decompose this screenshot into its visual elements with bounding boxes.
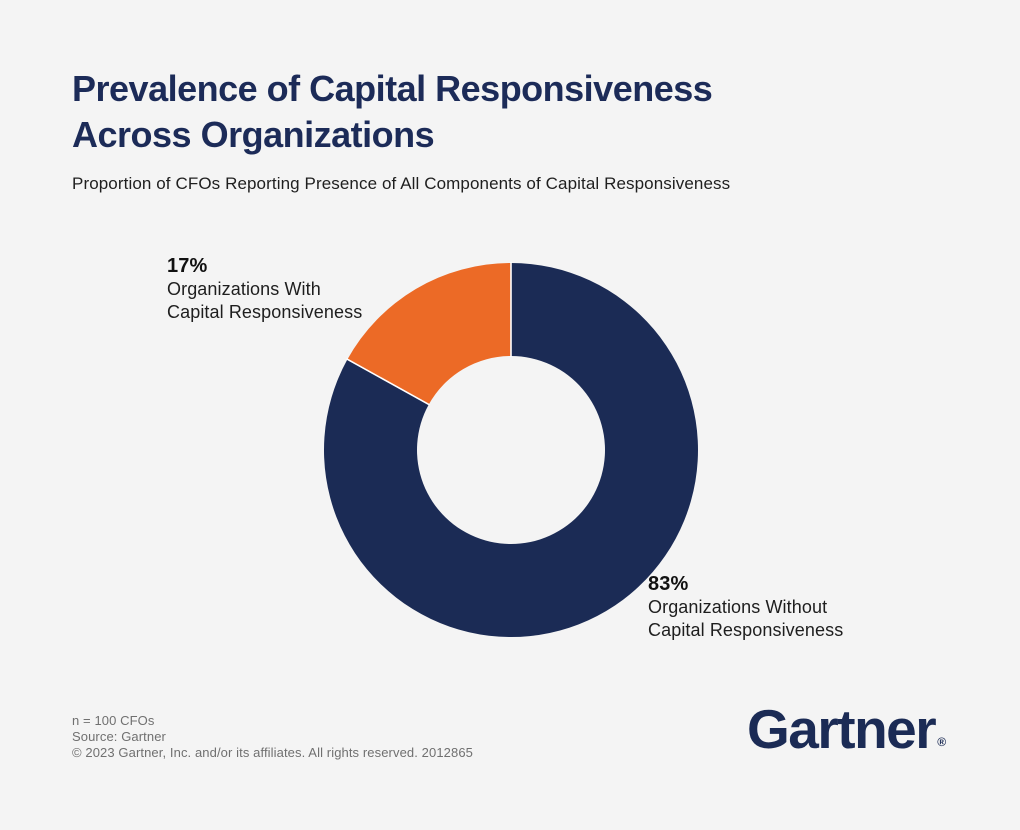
slice-divider-line [346, 358, 431, 406]
page-subtitle: Proportion of CFOs Reporting Presence of… [72, 174, 731, 193]
callout-with-label-line-2: Capital Responsiveness [167, 302, 363, 322]
page-title-line-2: Across Organizations [72, 114, 435, 155]
registered-trademark-icon: ® [937, 735, 947, 749]
donut-slice-83pct [323, 263, 698, 637]
footnote-copyright: © 2023 Gartner, Inc. and/or its affiliat… [72, 745, 473, 760]
callout-with-percent: 17% [167, 255, 208, 277]
page-title-line-1: Prevalence of Capital Responsiveness [72, 68, 713, 109]
donut-slice-17pct [347, 263, 511, 405]
gartner-logo-text: Gartner [747, 698, 937, 760]
callout-without-percent: 83% [648, 573, 689, 595]
callout-without-label-line-2: Capital Responsiveness [648, 620, 844, 640]
footnote-sample-size: n = 100 CFOs [72, 713, 155, 728]
gartner-logo: Gartner ® [747, 700, 946, 760]
callout-with-label-line-1: Organizations With [167, 279, 321, 299]
donut-chart [323, 262, 698, 637]
callout-without-label-line-1: Organizations Without [648, 597, 828, 617]
page-title: Prevalence of Capital Responsiveness Acr… [72, 66, 892, 158]
footnotes: n = 100 CFOs Source: Gartner © 2023 Gart… [72, 713, 572, 761]
footnote-source: Source: Gartner [72, 729, 166, 744]
callout-with-capital-responsiveness: 17% Organizations With Capital Responsiv… [167, 254, 407, 324]
callout-without-capital-responsiveness: 83% Organizations Without Capital Respon… [648, 572, 888, 642]
